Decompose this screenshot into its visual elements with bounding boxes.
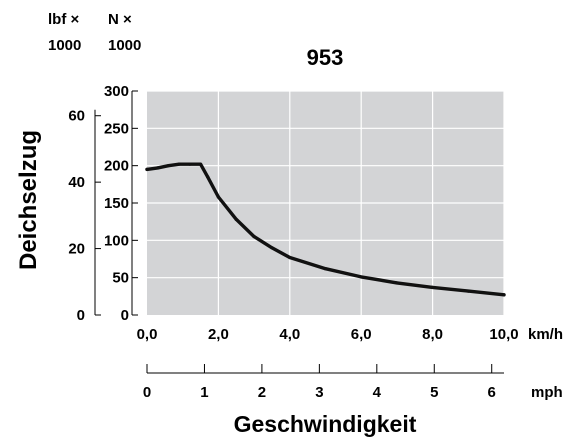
- grid-lines: [147, 90, 505, 315]
- y-axis-label: Deichselzug: [15, 130, 42, 270]
- x-secondary-tick-label: 3: [315, 384, 323, 401]
- y-secondary-tick-label: 20: [68, 241, 85, 258]
- y-secondary-unit-line1: lbf ×: [48, 11, 79, 28]
- y-secondary-tick-label: 60: [68, 108, 85, 125]
- x-secondary-tick-label: 0: [143, 384, 151, 401]
- x-secondary-tick-label: 5: [430, 384, 438, 401]
- series-point: [156, 166, 160, 170]
- y-primary-unit-line2: 1000: [108, 37, 141, 54]
- x-primary-tick-label: 4,0: [279, 326, 300, 343]
- x-secondary-tick-label: 2: [258, 384, 266, 401]
- y-secondary-tick-label: 0: [77, 307, 85, 324]
- y-primary-tick-label: 300: [104, 83, 129, 100]
- chart-title: 953: [307, 45, 344, 70]
- y-primary-tick-label: 100: [104, 232, 129, 249]
- x-secondary-tick-label: 4: [373, 384, 382, 401]
- series-point: [188, 162, 192, 166]
- curve-group: [145, 162, 506, 297]
- series-point: [198, 162, 203, 166]
- y-primary-tick-label: 0: [121, 307, 129, 324]
- y-secondary-unit-line2: 1000: [48, 37, 81, 54]
- series-point: [270, 246, 274, 250]
- series-point: [288, 255, 292, 260]
- x-primary-tick-label: 0,0: [137, 326, 158, 343]
- series-point: [466, 289, 470, 293]
- series-line-0: [145, 162, 506, 297]
- series-point: [323, 267, 328, 271]
- series-point: [177, 162, 181, 166]
- y-primary-unit-line1: N ×: [108, 11, 132, 28]
- x-secondary-unit: mph: [531, 384, 563, 401]
- series-point: [395, 281, 399, 285]
- series-point: [502, 293, 506, 297]
- series-point: [234, 217, 238, 222]
- series-point: [206, 175, 210, 179]
- x-primary-unit: km/h: [528, 326, 563, 343]
- series-point: [431, 285, 435, 289]
- y-secondary-tick-label: 40: [68, 174, 85, 191]
- x-secondary-tick-label: 1: [200, 384, 208, 401]
- x-primary-tick-label: 10,0: [489, 326, 518, 343]
- y-primary-tick-label: 250: [104, 120, 129, 137]
- x-primary-tick-label: 8,0: [422, 326, 443, 343]
- y-primary-tick-label: 50: [112, 270, 129, 287]
- y-primary-tick-label: 200: [104, 158, 129, 175]
- series-point: [145, 167, 149, 171]
- series-point: [359, 275, 363, 279]
- x-secondary-tick-label: 6: [488, 384, 496, 401]
- x-axis-label: Geschwindigkeit: [234, 411, 417, 437]
- x-primary-tick-label: 6,0: [351, 326, 372, 343]
- series-point: [216, 195, 220, 199]
- y-primary-tick-label: 150: [104, 195, 129, 212]
- x-primary-tick-label: 2,0: [208, 326, 229, 343]
- series-point: [166, 164, 171, 168]
- series-point: [252, 235, 256, 239]
